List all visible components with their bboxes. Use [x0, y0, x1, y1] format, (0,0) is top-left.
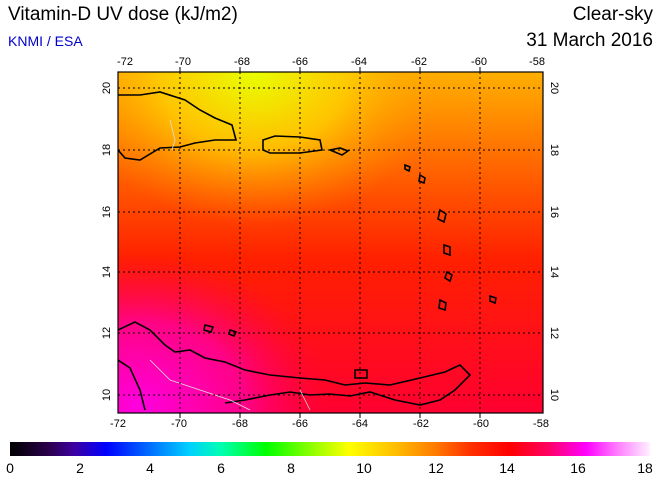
map-title: Vitamin-D UV dose (kJ/m2) [8, 4, 238, 25]
lon-label: -72 [110, 418, 126, 430]
uv-map: -72 -70 -68 -66 -64 -62 -60 -58 -72 -70 … [101, 56, 560, 430]
colorbar-tick: 14 [499, 460, 515, 476]
lon-label: -60 [473, 418, 489, 430]
lon-label: -72 [117, 56, 133, 68]
colorbar-tick: 2 [76, 460, 84, 476]
lat-label: 20 [101, 82, 113, 94]
lat-label: 10 [101, 389, 113, 401]
lat-label: 10 [548, 389, 560, 401]
colorbar-tick: 12 [428, 460, 444, 476]
colorbar-tick: 0 [6, 460, 14, 476]
colorbar-tick: 8 [287, 460, 295, 476]
colorbar-tick: 16 [570, 460, 586, 476]
graticule [118, 72, 543, 413]
colorbar-tick: 4 [146, 460, 154, 476]
lon-label: -62 [411, 56, 427, 68]
lon-label: -70 [175, 56, 191, 68]
lon-label: -68 [234, 56, 250, 68]
lon-label: -64 [352, 418, 368, 430]
colorbar-tick: 6 [217, 460, 225, 476]
lon-label: -58 [529, 56, 545, 68]
date-label: 31 March 2016 [526, 30, 653, 51]
lon-label: -60 [471, 56, 487, 68]
map-frame [117, 71, 544, 414]
lat-label: 18 [101, 144, 113, 156]
lat-label: 14 [548, 266, 560, 278]
lat-label: 16 [548, 206, 560, 218]
sky-condition: Clear-sky [572, 4, 653, 25]
colorbar [10, 442, 650, 456]
lon-label: -62 [413, 418, 429, 430]
lat-label: 12 [548, 327, 560, 339]
lat-label: 20 [548, 82, 560, 94]
credit-label: KNMI / ESA [8, 33, 83, 49]
lon-label: -58 [533, 418, 549, 430]
lon-label: -66 [292, 418, 308, 430]
lon-label: -64 [351, 56, 367, 68]
lon-label: -66 [292, 56, 308, 68]
lon-label: -68 [232, 418, 248, 430]
lat-label: 18 [548, 144, 560, 156]
lat-label: 12 [101, 327, 113, 339]
colorbar-tick: 18 [637, 460, 653, 476]
lat-label: 14 [101, 266, 113, 278]
colorbar-tick: 10 [356, 460, 372, 476]
lon-label: -70 [171, 418, 187, 430]
lat-label: 16 [101, 206, 113, 218]
